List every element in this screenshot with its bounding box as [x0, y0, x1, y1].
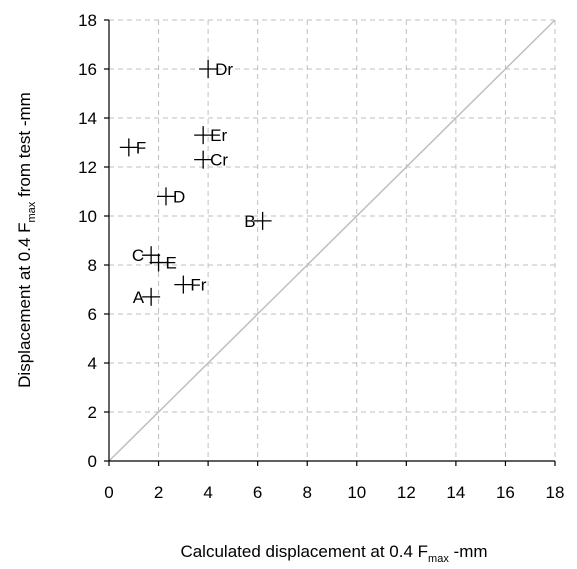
point-label-B: B: [244, 212, 255, 231]
point-D: D: [156, 187, 185, 206]
reference-line: [108, 19, 556, 462]
x-tick-label-8: 16: [496, 483, 515, 502]
axes: [104, 19, 556, 466]
point-label-C: C: [132, 246, 144, 265]
point-label-D: D: [173, 187, 185, 206]
y-tick-label-3: 6: [88, 305, 97, 324]
point-label-E: E: [166, 254, 177, 273]
point-label-A: A: [133, 288, 145, 307]
y-tick-label-7: 14: [78, 109, 97, 128]
y-tick-labels: 0 2 4 6 8 10 12 14 16 18: [78, 11, 97, 471]
y-axis-title: Displacement at 0.4 Fmax from test -mm: [15, 92, 38, 388]
point-C: C: [132, 246, 161, 265]
point-Dr: Dr: [199, 60, 233, 79]
y-axis-title-sub: max: [26, 201, 38, 222]
grid-lines: [109, 19, 556, 461]
y-tick-label-5: 10: [78, 207, 97, 226]
y-tick-label-2: 4: [88, 354, 97, 373]
point-E: E: [149, 254, 177, 273]
y-axis-title-unit: from test -mm: [15, 92, 34, 202]
point-label-Fr: Fr: [190, 276, 206, 295]
point-label-F: F: [136, 138, 146, 157]
x-tick-label-2: 4: [203, 483, 212, 502]
point-Fr: Fr: [174, 275, 207, 295]
point-Cr: Cr: [194, 150, 228, 170]
y-tick-label-0: 0: [88, 452, 97, 471]
y-tick-label-1: 2: [88, 403, 97, 422]
x-tick-label-1: 2: [154, 483, 163, 502]
y-tick-label-6: 12: [78, 158, 97, 177]
x-tick-labels: 0 2 4 6 8 10 12 14 16 18: [104, 483, 564, 502]
x-tick-label-3: 6: [253, 483, 262, 502]
x-tick-label-7: 14: [446, 483, 465, 502]
x-tick-label-4: 8: [302, 483, 311, 502]
point-label-Dr: Dr: [215, 60, 233, 79]
point-B: B: [244, 211, 272, 231]
x-axis-title-sub: max: [428, 553, 449, 565]
data-points: Dr Er F Cr D B C E Fr A: [119, 60, 272, 307]
y-tick-label-8: 16: [78, 60, 97, 79]
y-axis-title-main: Displacement at 0.4 F: [15, 222, 34, 387]
x-axis-title-main: Calculated displacement at 0.4 F: [180, 542, 428, 561]
point-F: F: [119, 138, 146, 157]
x-tick-label-9: 18: [546, 483, 565, 502]
point-label-Er: Er: [210, 126, 227, 145]
point-A: A: [133, 287, 161, 307]
x-tick-label-6: 12: [397, 483, 416, 502]
y-tick-label-9: 18: [78, 11, 97, 30]
y-tick-label-4: 8: [88, 256, 97, 275]
point-Er: Er: [194, 126, 227, 145]
x-axis-title-unit: -mm: [449, 542, 488, 561]
x-tick-label-0: 0: [104, 483, 113, 502]
x-axis-title: Calculated displacement at 0.4 Fmax -mm: [180, 542, 487, 565]
point-label-Cr: Cr: [210, 151, 228, 170]
x-tick-label-5: 10: [347, 483, 366, 502]
